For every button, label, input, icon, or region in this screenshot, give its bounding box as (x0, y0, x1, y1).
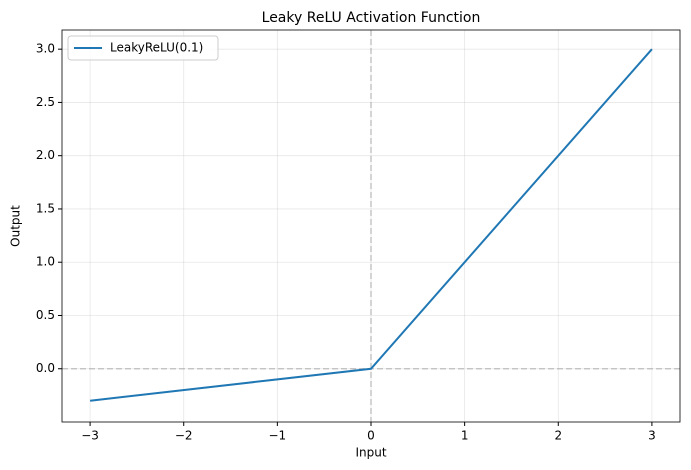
x-axis-label: Input (355, 446, 386, 460)
y-tick-label: 1.0 (36, 255, 55, 269)
y-tick-label: 0.5 (36, 308, 55, 322)
line (89, 48, 653, 402)
x-tick-label: 2 (554, 429, 562, 443)
x-tick-label: 3 (648, 429, 656, 443)
y-tick-label: 3.0 (36, 42, 55, 56)
y-tick-label: 0.0 (36, 361, 55, 375)
y-axis-label: Output (9, 205, 23, 247)
x-tick-label: −2 (175, 429, 193, 443)
x-tick-label: 0 (367, 429, 375, 443)
legend-box (67, 35, 219, 61)
chart-title: Leaky ReLU Activation Function (262, 10, 481, 26)
plot-frame (61, 29, 681, 423)
x-tick-label: −1 (269, 429, 287, 443)
x-tick-label: −3 (81, 429, 99, 443)
y-tick-label: 2.0 (36, 148, 55, 162)
x-tick-label: 1 (461, 429, 469, 443)
y-tick-label: 1.5 (36, 201, 55, 215)
legend-label: LeakyReLU(0.1) (110, 41, 203, 55)
y-tick-label: 2.5 (36, 95, 55, 109)
